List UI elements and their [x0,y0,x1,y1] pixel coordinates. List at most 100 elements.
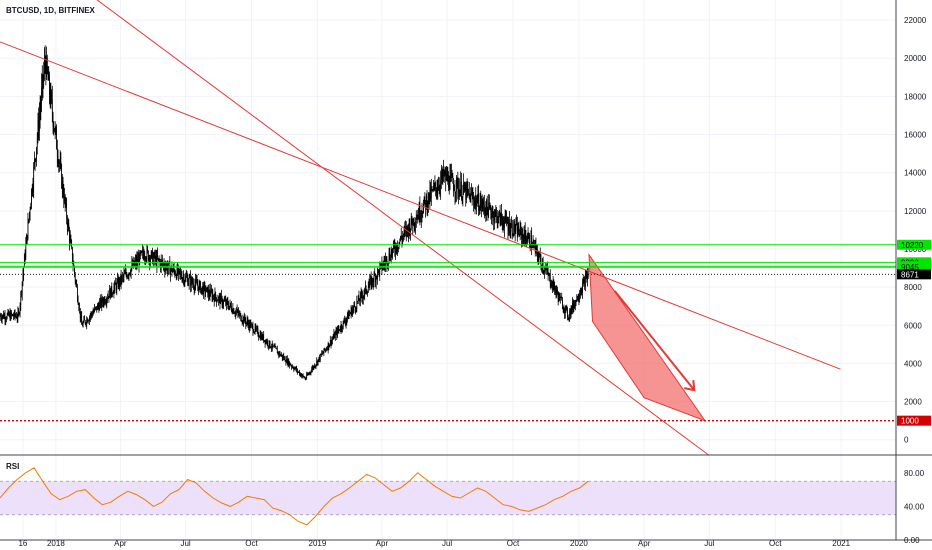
candle-body [326,348,328,350]
candle-body [549,275,551,285]
candle-body [380,262,382,264]
candle-body [357,301,358,302]
candle-body [496,213,498,224]
candle-body [309,372,311,373]
candle-body [428,192,429,205]
candle-body [330,340,332,345]
candle-body [3,314,4,319]
candle-body [466,185,468,191]
candle-body [372,282,374,283]
candle-body [327,348,328,350]
candle-body [463,183,465,192]
candle-body [264,340,265,342]
candle-body [173,267,174,271]
candle-body [367,287,369,293]
candle-body [298,371,300,373]
candle-body [29,209,31,213]
candle-body [127,275,128,278]
candle-body [289,362,291,366]
y-tick-label: 12000 [904,207,927,216]
candle-body [144,257,146,260]
candle-body [456,178,457,192]
candle-body [1,316,3,320]
candle-body [154,253,156,259]
candle-body [577,296,578,301]
candle-body [81,315,83,325]
candle-body [55,127,57,130]
candle-body [438,186,439,191]
y-tick-label: 4000 [904,359,922,368]
candle-body [7,311,9,315]
candle-body [395,250,396,253]
candle-body [104,302,106,304]
candle-body [468,189,469,194]
candle-body [39,115,40,131]
candle-body [429,187,431,202]
candle-body [451,175,453,177]
candle-body [577,298,579,301]
candle-body [178,268,179,274]
candle-body [293,368,295,370]
candle-body [266,341,268,344]
candle-body [434,183,436,187]
candle-body [428,192,430,202]
candle-body [351,308,353,315]
candle-body [340,324,342,330]
candle-body [268,345,270,347]
candle-body [448,187,450,190]
candle-body [241,320,242,322]
candle-body [433,185,435,187]
candle-body [96,306,98,311]
candle-body [498,213,500,221]
candle-body [485,210,487,216]
candle-body [365,285,366,289]
candle-body [402,236,404,241]
candle-body [207,287,209,297]
candle-body [188,282,189,286]
candle-body [320,354,322,355]
candle-body [119,279,121,285]
candle-body [159,260,161,262]
candle-body [478,193,479,211]
candle-body [332,338,333,341]
candle-body [18,311,19,314]
candle-body [132,260,134,267]
candle-body [208,289,210,295]
candle-body [270,347,272,348]
candle-body [109,289,111,298]
candle-body [470,192,472,202]
candle-body [353,304,355,308]
candle-body [28,219,30,221]
candle-body [77,287,78,300]
candle-body [474,200,476,206]
candle-body [94,307,96,309]
candle-body [451,173,452,177]
candle-body [105,302,107,303]
candle-body [562,300,563,309]
candle-body [127,275,129,277]
candle-body [251,324,253,326]
candle-body [334,333,336,339]
x-tick-label: 2019 [309,539,327,548]
candle-body [79,308,80,309]
candle-body [355,306,356,310]
candle-body [255,326,257,330]
candle-body [427,204,429,210]
candle-body [532,247,533,248]
candle-body [314,365,316,368]
candle-body [386,257,388,266]
candle-body [99,302,100,311]
candle-body [484,210,486,212]
candle-body [564,307,566,314]
price-tag-text: 9045 [901,263,919,272]
candle-body [473,201,475,206]
candle-body [276,348,277,350]
candle-body [472,196,474,198]
candle-body [77,299,79,305]
candle-body [387,262,389,265]
candle-body [425,200,426,209]
candle-body [259,336,260,338]
candle-body [243,317,244,323]
candle-body [152,251,153,264]
candle-body [175,274,176,276]
